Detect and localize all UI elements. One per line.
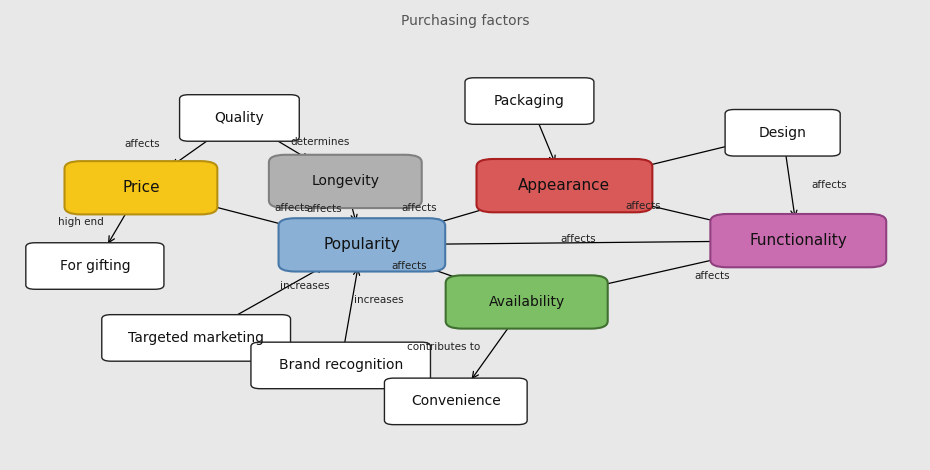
Text: Purchasing factors: Purchasing factors [401, 14, 529, 28]
Text: Longevity: Longevity [312, 174, 379, 188]
Text: affects: affects [695, 271, 730, 282]
Text: increases: increases [354, 295, 404, 305]
FancyBboxPatch shape [465, 78, 594, 124]
Text: affects: affects [125, 139, 160, 149]
Text: affects: affects [274, 203, 310, 213]
Text: high end: high end [59, 217, 104, 227]
Text: affects: affects [401, 203, 437, 212]
FancyBboxPatch shape [101, 315, 290, 361]
FancyBboxPatch shape [26, 243, 164, 289]
Text: affects: affects [811, 180, 847, 189]
Text: Targeted marketing: Targeted marketing [128, 331, 264, 345]
FancyBboxPatch shape [476, 159, 652, 212]
Text: Availability: Availability [488, 295, 565, 309]
FancyBboxPatch shape [251, 342, 431, 389]
Text: Packaging: Packaging [494, 94, 565, 108]
Text: Popularity: Popularity [324, 237, 400, 252]
Text: contributes to: contributes to [406, 343, 480, 352]
FancyBboxPatch shape [384, 378, 527, 425]
FancyBboxPatch shape [711, 214, 886, 267]
Text: affects: affects [560, 234, 595, 243]
Text: Price: Price [122, 180, 160, 195]
Text: Brand recognition: Brand recognition [279, 359, 403, 372]
Text: Appearance: Appearance [518, 178, 610, 193]
FancyBboxPatch shape [279, 218, 445, 272]
Text: affects: affects [625, 201, 660, 211]
Text: Functionality: Functionality [750, 233, 847, 248]
Text: increases: increases [280, 282, 329, 291]
Text: determines: determines [290, 137, 350, 147]
Text: affects: affects [306, 204, 342, 214]
FancyBboxPatch shape [445, 275, 607, 329]
FancyBboxPatch shape [64, 161, 218, 214]
Text: Quality: Quality [215, 111, 264, 125]
Text: affects: affects [392, 261, 427, 271]
FancyBboxPatch shape [179, 94, 299, 141]
Text: For gifting: For gifting [60, 259, 130, 273]
Text: Convenience: Convenience [411, 394, 500, 408]
FancyBboxPatch shape [269, 155, 421, 208]
Text: Design: Design [759, 126, 806, 140]
FancyBboxPatch shape [725, 110, 840, 156]
